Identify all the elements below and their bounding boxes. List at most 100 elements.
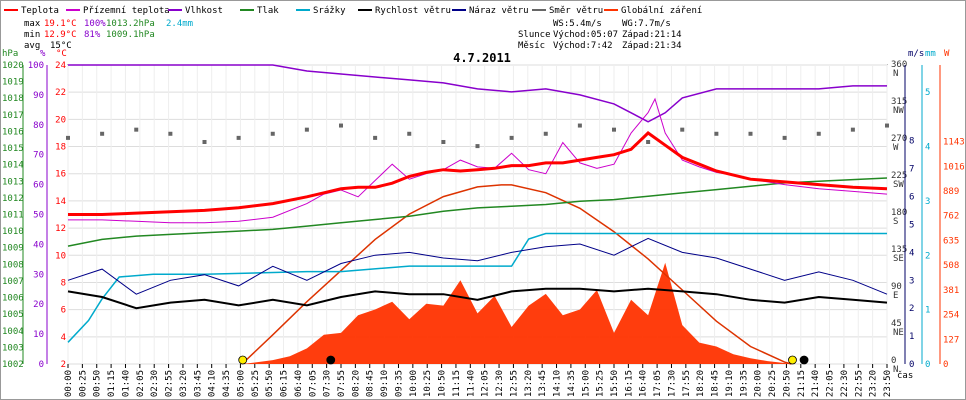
x-tick-label: 10:00: [409, 370, 419, 397]
x-tick-label: 08:45: [366, 370, 376, 397]
mm-tick-label: 3: [925, 197, 930, 207]
x-tick-label: 10:25: [423, 370, 433, 397]
x-tick-label: 14:10: [553, 370, 563, 397]
ms-tick-label: 4: [909, 248, 914, 258]
series-rychlost-vetru: [67, 287, 888, 310]
wind-direction-point: [475, 144, 480, 149]
x-tick-label: 01:40: [121, 370, 131, 397]
x-tick-label: 19:35: [739, 370, 749, 397]
x-tick-label: 15:25: [596, 370, 606, 397]
ms-tick-label: 5: [909, 220, 914, 230]
w-tick-label: 127: [943, 335, 959, 345]
legend-label: Srážky: [313, 6, 346, 16]
w-tick-label: 254: [943, 311, 959, 321]
legend-label: Přízemní teplota: [83, 6, 170, 16]
mm-tick-label: 2: [925, 251, 930, 261]
series-naraz-vetru: [67, 237, 888, 295]
dir-tick-cardinal: NW: [893, 106, 904, 116]
x-tick-label: 15:50: [610, 370, 620, 397]
stats-min-hum: 81%: [84, 30, 101, 40]
x-tick-label: 05:25: [251, 370, 261, 397]
axes-layer: hPa1002100310041005100610071008100910101…: [2, 49, 965, 397]
x-tick-label: 18:20: [696, 370, 706, 397]
ms-tick-label: 8: [909, 137, 914, 147]
dir-tick-value: 315: [891, 97, 907, 107]
x-tick-label: 22:55: [854, 370, 864, 397]
wind-direction-point: [782, 135, 787, 140]
x-axis-label: čas: [897, 370, 913, 381]
hpa-tick-label: 1017: [2, 111, 24, 121]
legend-label: Teplota: [21, 6, 59, 16]
w-axis-label: W: [944, 49, 950, 59]
chart-title: 4.7.2011: [453, 51, 511, 65]
dir-tick-cardinal: E: [893, 291, 898, 301]
w-tick-label: 635: [943, 236, 959, 246]
pct-tick-label: 70: [33, 151, 44, 161]
x-tick-label: 17:55: [682, 370, 692, 397]
temp-axis-label: °C: [56, 49, 67, 59]
mm-tick-label: 1: [925, 306, 930, 316]
sun-rise: Východ:05:07: [553, 30, 618, 40]
w-tick-label: 508: [943, 261, 959, 271]
x-tick-label: 16:40: [639, 370, 649, 397]
pct-tick-label: 60: [33, 181, 44, 191]
temp-tick-label: 4: [61, 333, 66, 343]
x-tick-label: 05:00: [236, 370, 246, 397]
temp-tick-label: 2: [61, 360, 66, 370]
wind-wg: WG:7.7m/s: [622, 19, 671, 29]
hpa-tick-label: 1014: [2, 161, 24, 171]
x-tick-label: 03:45: [193, 370, 203, 397]
dir-tick-cardinal: SW: [893, 180, 904, 190]
hpa-tick-label: 1015: [2, 144, 24, 154]
x-tick-label: 07:55: [337, 370, 347, 397]
x-tick-label: 23:20: [869, 370, 879, 397]
legend-label: Rychlost větru: [375, 6, 451, 16]
x-tick-label: 00:25: [78, 370, 88, 397]
x-tick-label: 08:20: [351, 370, 361, 397]
series-vlhkost: [68, 64, 887, 123]
dir-tick-cardinal: N: [893, 69, 898, 79]
wind-direction-point: [373, 135, 378, 140]
ms-tick-label: 1: [909, 332, 914, 342]
sun-set: Západ:21:14: [622, 30, 682, 40]
series-clear-sky: [241, 184, 792, 365]
x-tick-label: 22:05: [826, 370, 836, 397]
dir-tick-value: 90: [891, 282, 902, 292]
hpa-tick-label: 1005: [2, 310, 24, 320]
dir-tick-cardinal: N: [893, 365, 898, 375]
dir-tick-cardinal: NE: [893, 328, 904, 338]
temp-tick-label: 12: [55, 224, 66, 234]
pct-tick-label: 0: [39, 360, 44, 370]
marker-sunset: [788, 355, 797, 365]
pct-tick-label: 40: [33, 240, 44, 250]
wind-direction-point: [134, 127, 139, 132]
x-tick-label: 03:20: [179, 370, 189, 397]
temp-tick-label: 6: [61, 306, 66, 316]
ms-tick-label: 2: [909, 304, 914, 314]
temp-tick-label: 10: [55, 251, 66, 261]
mm-tick-label: 0: [925, 360, 930, 370]
stats-max-label: max: [24, 19, 41, 29]
ms-tick-label: 3: [909, 276, 914, 286]
hpa-tick-label: 1020: [2, 61, 24, 71]
series-prizemni-teplota: [68, 97, 888, 224]
stats-avg-label: avg: [24, 41, 40, 51]
w-tick-label: 381: [943, 286, 959, 296]
legend-label: Směr větru: [549, 6, 603, 16]
x-tick-label: 07:30: [323, 370, 333, 397]
hpa-tick-label: 1007: [2, 277, 24, 287]
wind-direction-point: [543, 131, 548, 136]
moon-label: Měsíc: [518, 41, 545, 51]
dir-tick-cardinal: W: [893, 143, 899, 153]
x-tick-label: 18:45: [711, 370, 721, 397]
x-tick-label: 20:50: [782, 370, 792, 397]
x-tick-label: 17:05: [653, 370, 663, 397]
wind-direction-point: [202, 139, 207, 144]
mm-tick-label: 5: [925, 88, 930, 98]
x-tick-label: 21:40: [811, 370, 821, 397]
hpa-tick-label: 1011: [2, 211, 24, 221]
sun-label: Slunce: [518, 30, 551, 40]
pct-tick-label: 10: [33, 330, 44, 340]
temp-tick-label: 18: [55, 143, 66, 153]
